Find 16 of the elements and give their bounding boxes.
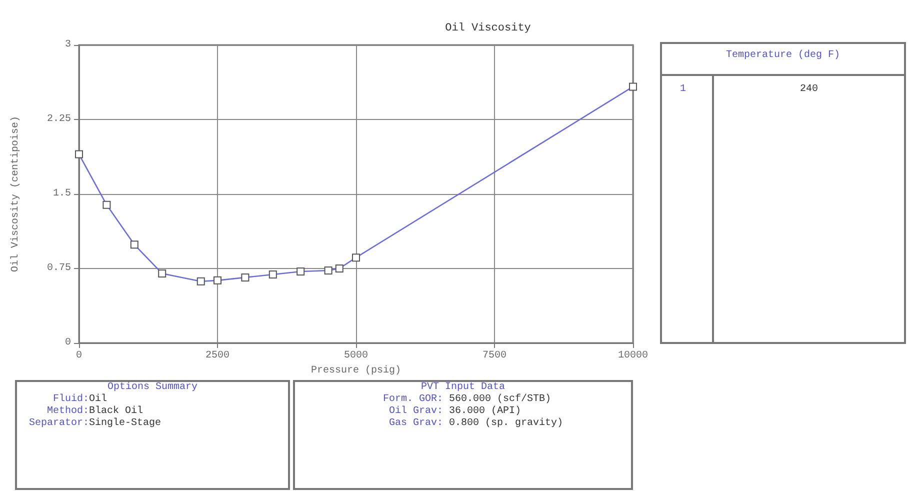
y-tick-label: 3 bbox=[64, 40, 71, 50]
temperature-table: Temperature (deg F) 1 240 bbox=[660, 42, 906, 344]
y-tick-label: 1.5 bbox=[52, 188, 71, 200]
x-tick-label: 7500 bbox=[482, 350, 507, 362]
y-tick-label: 0 bbox=[64, 338, 71, 348]
x-tick-label: 5000 bbox=[344, 350, 368, 362]
x-axis-title: Pressure (psig) bbox=[310, 364, 402, 376]
y-tick-label: 2.25 bbox=[46, 114, 71, 125]
chart-title: Oil Viscosity bbox=[445, 22, 532, 34]
options-summary-panel: Options Summary Fluid:Oil Method:Black Oil Separator:Single-Stage bbox=[15, 380, 290, 490]
pvt-input-panel: PVT Input Data Form. GOR: 560.000 (scf/STB) Oil Grav: 36.000 (API) Gas Grav: 0.800 (sp. gravity) bbox=[293, 380, 633, 490]
x-tick-label: 10000 bbox=[618, 350, 648, 362]
x-tick-label: 0 bbox=[76, 350, 82, 362]
x-tick-label: 2500 bbox=[205, 350, 230, 362]
y-tick-label: 0.75 bbox=[46, 263, 71, 274]
y-axis-title: Oil Viscosity (centipoise) bbox=[10, 116, 22, 272]
